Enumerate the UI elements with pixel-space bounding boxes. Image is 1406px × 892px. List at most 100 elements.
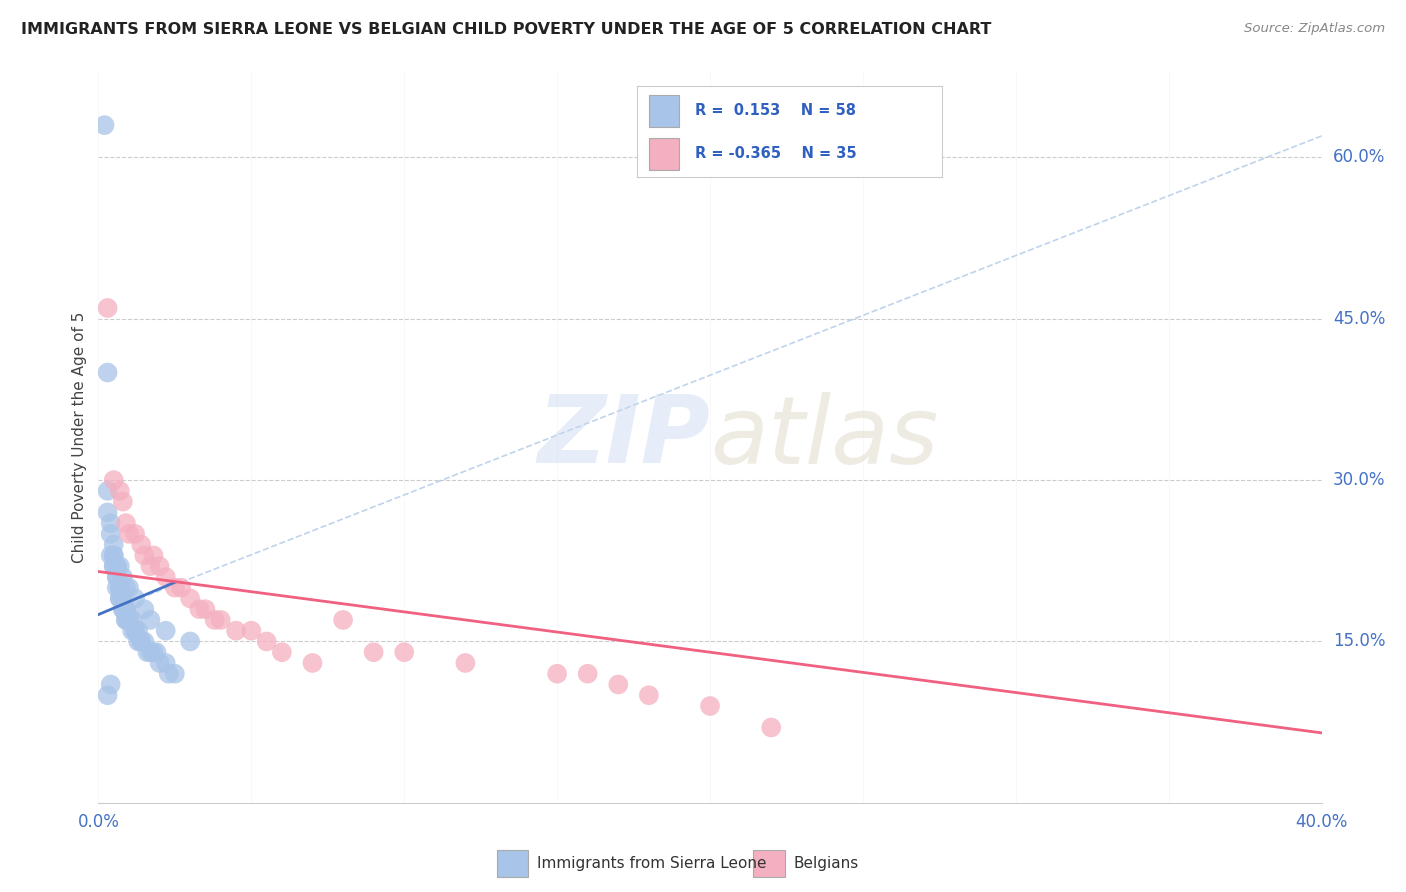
Point: [270, 645, 292, 659]
Point: [100, 516, 122, 530]
Point: [134, 549, 156, 563]
Y-axis label: Child Poverty Under the Age of 5: Child Poverty Under the Age of 5: [72, 311, 87, 563]
Point: [332, 613, 354, 627]
Point: [240, 624, 263, 638]
Text: R =  0.153    N = 58: R = 0.153 N = 58: [695, 103, 856, 118]
Point: [155, 656, 177, 670]
Point: [136, 645, 159, 659]
Point: [209, 613, 232, 627]
Point: [546, 666, 568, 681]
Point: [392, 645, 416, 659]
Point: [194, 602, 217, 616]
Point: [108, 483, 131, 498]
Point: [179, 591, 201, 606]
Point: [103, 538, 125, 552]
Text: Belgians: Belgians: [793, 855, 859, 871]
Point: [108, 591, 131, 606]
Point: [118, 581, 141, 595]
Point: [118, 527, 141, 541]
Point: [188, 602, 211, 616]
Point: [121, 624, 143, 638]
Point: [124, 624, 146, 638]
FancyBboxPatch shape: [754, 850, 785, 877]
Point: [121, 613, 143, 627]
Point: [256, 634, 278, 648]
Point: [103, 473, 125, 487]
Point: [115, 602, 138, 616]
Point: [97, 505, 120, 519]
Point: [115, 581, 138, 595]
Point: [129, 634, 152, 648]
Point: [576, 666, 599, 681]
Point: [134, 634, 156, 648]
Text: Immigrants from Sierra Leone: Immigrants from Sierra Leone: [537, 855, 766, 871]
Point: [129, 634, 152, 648]
Point: [363, 645, 385, 659]
Text: IMMIGRANTS FROM SIERRA LEONE VS BELGIAN CHILD POVERTY UNDER THE AGE OF 5 CORRELA: IMMIGRANTS FROM SIERRA LEONE VS BELGIAN …: [21, 22, 991, 37]
Text: 60.0%: 60.0%: [1333, 148, 1385, 167]
FancyBboxPatch shape: [496, 850, 529, 877]
Point: [100, 677, 122, 691]
Point: [124, 624, 146, 638]
Text: 30.0%: 30.0%: [1333, 471, 1385, 489]
Point: [142, 549, 165, 563]
Point: [127, 634, 149, 648]
Text: Source: ZipAtlas.com: Source: ZipAtlas.com: [1244, 22, 1385, 36]
Point: [124, 591, 146, 606]
Point: [118, 613, 141, 627]
Point: [103, 549, 125, 563]
Text: 15.0%: 15.0%: [1333, 632, 1385, 650]
Point: [163, 581, 186, 595]
Point: [105, 581, 128, 595]
Point: [699, 698, 721, 713]
Point: [204, 613, 226, 627]
Point: [115, 613, 138, 627]
Point: [155, 570, 177, 584]
Point: [637, 688, 661, 702]
Point: [134, 602, 156, 616]
Point: [97, 688, 120, 702]
Point: [145, 645, 167, 659]
Point: [301, 656, 323, 670]
Point: [108, 581, 131, 595]
Point: [454, 656, 477, 670]
Point: [105, 559, 128, 574]
Point: [108, 581, 131, 595]
Point: [100, 549, 122, 563]
Text: ZIP: ZIP: [537, 391, 710, 483]
Point: [149, 656, 172, 670]
Point: [115, 613, 138, 627]
Point: [149, 559, 172, 574]
Point: [111, 591, 134, 606]
Point: [607, 677, 630, 691]
Point: [103, 559, 125, 574]
Point: [142, 645, 165, 659]
Point: [103, 549, 125, 563]
Point: [124, 527, 146, 541]
Point: [111, 602, 134, 616]
Point: [179, 634, 201, 648]
Text: atlas: atlas: [710, 392, 938, 483]
Point: [139, 645, 162, 659]
Point: [97, 301, 120, 315]
Point: [105, 570, 128, 584]
Point: [115, 602, 138, 616]
Point: [759, 721, 782, 735]
Point: [103, 559, 125, 574]
Point: [225, 624, 247, 638]
Point: [105, 570, 128, 584]
Point: [170, 581, 193, 595]
Point: [127, 624, 149, 638]
Point: [97, 366, 120, 380]
Point: [157, 666, 180, 681]
Point: [108, 591, 131, 606]
FancyBboxPatch shape: [650, 95, 679, 128]
Point: [118, 613, 141, 627]
Point: [105, 559, 128, 574]
Point: [139, 559, 162, 574]
Point: [111, 494, 134, 508]
Point: [108, 559, 131, 574]
FancyBboxPatch shape: [650, 138, 679, 170]
Point: [115, 516, 138, 530]
Point: [163, 666, 186, 681]
